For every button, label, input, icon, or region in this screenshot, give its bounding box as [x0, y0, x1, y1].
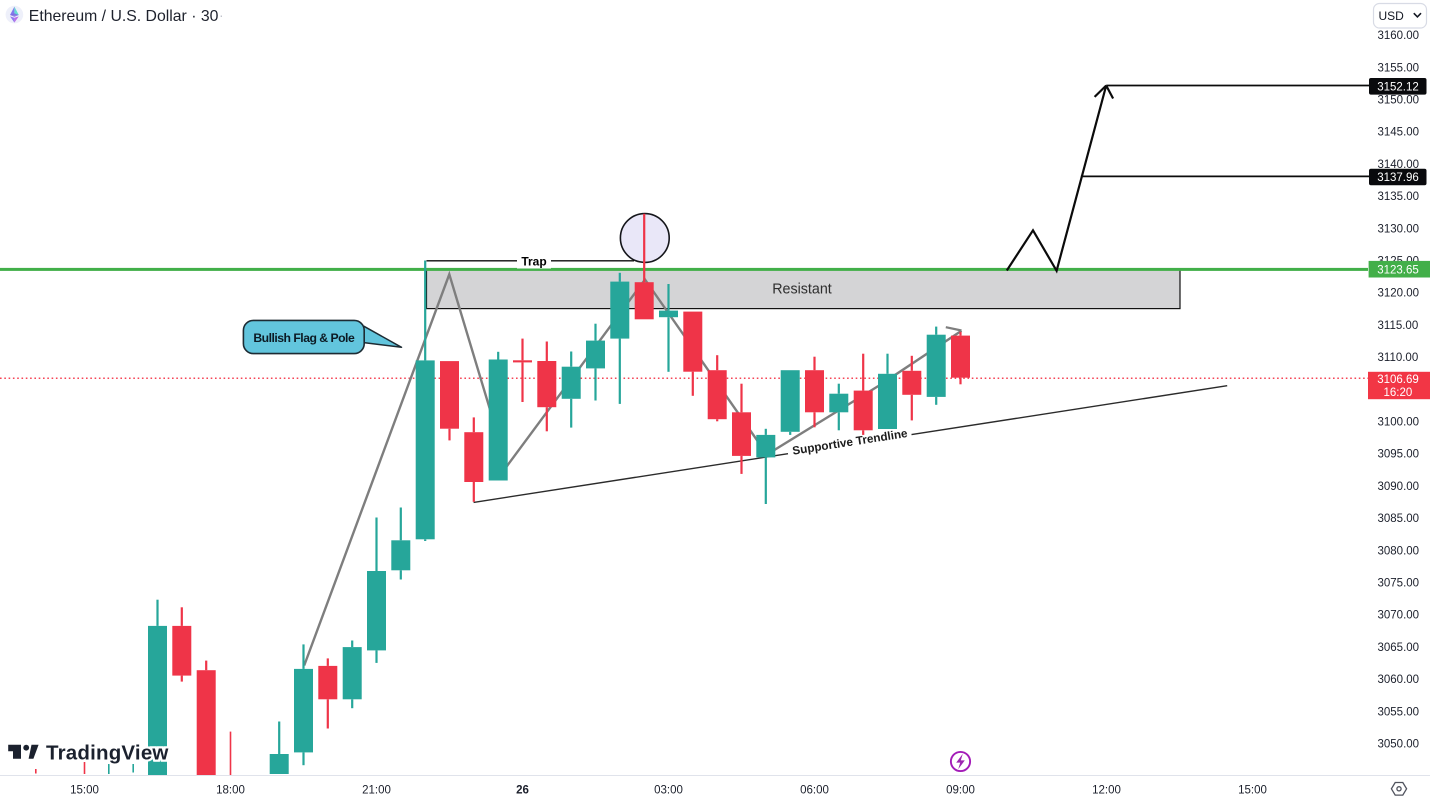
- svg-text:3115.00: 3115.00: [1378, 320, 1419, 332]
- svg-text:21:00: 21:00: [362, 784, 391, 796]
- svg-text:Bullish Flag & Pole: Bullish Flag & Pole: [253, 331, 355, 345]
- svg-text:·: ·: [219, 7, 224, 23]
- svg-text:3055.00: 3055.00: [1378, 706, 1420, 718]
- svg-text:3085.00: 3085.00: [1378, 513, 1420, 525]
- svg-text:Trap: Trap: [521, 255, 546, 269]
- svg-text:3100.00: 3100.00: [1378, 417, 1420, 429]
- svg-text:3140.00: 3140.00: [1378, 159, 1420, 171]
- svg-text:3145.00: 3145.00: [1378, 127, 1420, 139]
- svg-text:3090.00: 3090.00: [1378, 481, 1420, 493]
- svg-text:3160.00: 3160.00: [1378, 30, 1420, 42]
- svg-text:16:20: 16:20: [1384, 387, 1413, 399]
- svg-text:09:00: 09:00: [946, 784, 975, 796]
- svg-text:3106.69: 3106.69: [1377, 374, 1419, 386]
- svg-text:Ethereum / U.S. Dollar · 30: Ethereum / U.S. Dollar · 30: [29, 8, 219, 25]
- svg-text:3150.00: 3150.00: [1378, 95, 1420, 107]
- svg-text:Resistant: Resistant: [772, 282, 832, 298]
- svg-text:03:00: 03:00: [654, 784, 683, 796]
- svg-text:3095.00: 3095.00: [1378, 449, 1420, 461]
- svg-text:3065.00: 3065.00: [1378, 642, 1420, 654]
- svg-text:USD: USD: [1379, 9, 1405, 23]
- svg-text:3050.00: 3050.00: [1378, 739, 1420, 751]
- svg-text:3060.00: 3060.00: [1378, 674, 1420, 686]
- svg-text:18:00: 18:00: [216, 784, 245, 796]
- svg-text:3152.12: 3152.12: [1377, 81, 1419, 93]
- svg-text:3080.00: 3080.00: [1378, 545, 1420, 557]
- svg-text:3123.65: 3123.65: [1377, 264, 1419, 276]
- svg-text:3155.00: 3155.00: [1378, 62, 1420, 74]
- svg-text:3120.00: 3120.00: [1378, 288, 1420, 300]
- svg-text:12:00: 12:00: [1092, 784, 1121, 796]
- svg-text:3130.00: 3130.00: [1378, 223, 1420, 235]
- svg-text:3075.00: 3075.00: [1378, 578, 1420, 590]
- svg-text:15:00: 15:00: [70, 784, 99, 796]
- svg-text:3110.00: 3110.00: [1378, 352, 1419, 364]
- svg-text:26: 26: [516, 784, 529, 796]
- svg-text:06:00: 06:00: [800, 784, 829, 796]
- svg-text:3135.00: 3135.00: [1378, 191, 1420, 203]
- svg-text:3070.00: 3070.00: [1378, 610, 1420, 622]
- svg-text:15:00: 15:00: [1238, 784, 1267, 796]
- svg-text:TradingView: TradingView: [46, 741, 169, 764]
- svg-text:3137.96: 3137.96: [1377, 172, 1419, 184]
